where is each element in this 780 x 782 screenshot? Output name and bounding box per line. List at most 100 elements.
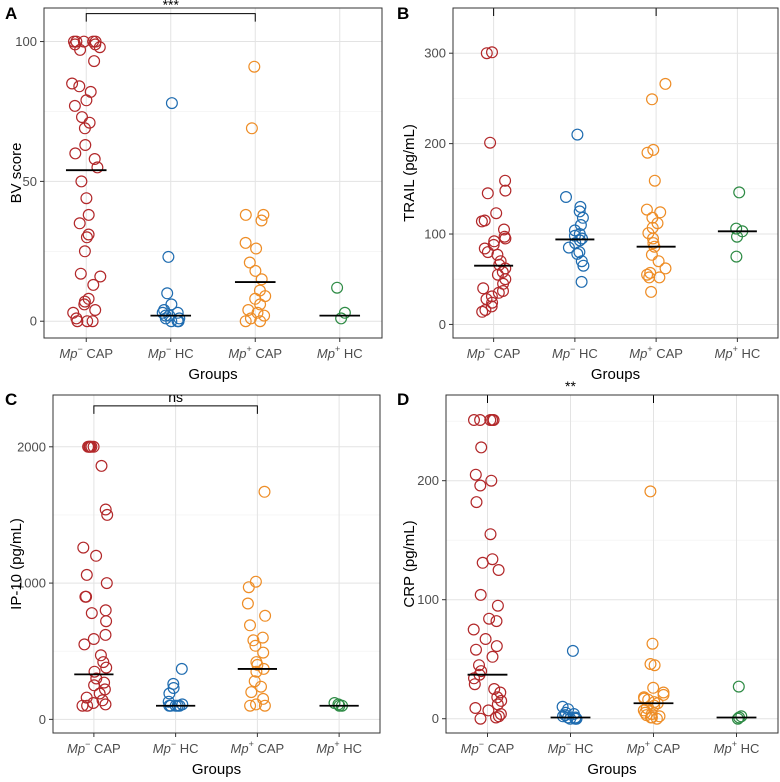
data-point [96, 694, 109, 707]
data-point [467, 623, 480, 636]
data-point [76, 699, 89, 712]
data-point [78, 638, 91, 651]
data-point [88, 153, 101, 166]
data-point [75, 111, 88, 124]
y-tick-label: 1000 [17, 576, 46, 591]
data-point [474, 414, 487, 427]
series-mp-hc [716, 680, 757, 725]
data-point [101, 508, 114, 521]
series-mp-cap [234, 60, 276, 328]
data-point [499, 232, 512, 245]
x-tick-label: Mp− HC [148, 344, 194, 361]
x-tick-label: Mp− CAP [59, 344, 113, 361]
data-point [573, 205, 586, 218]
data-point [90, 672, 103, 685]
y-tick-label: 100 [417, 592, 439, 607]
data-point [492, 286, 505, 299]
y-tick-label: 50 [23, 174, 37, 189]
data-point [486, 296, 499, 309]
data-point [91, 161, 104, 174]
data-point [468, 672, 481, 685]
data-point [648, 659, 661, 672]
data-point [474, 712, 487, 725]
data-point [241, 597, 254, 610]
y-tick-label: 0 [432, 711, 439, 726]
data-point [475, 441, 488, 454]
data-point [485, 290, 498, 303]
data-point [243, 256, 256, 269]
data-point [242, 304, 255, 317]
data-point [646, 637, 659, 650]
data-point [641, 146, 654, 159]
data-point [648, 174, 661, 187]
data-point [95, 459, 108, 472]
data-point [85, 607, 98, 620]
data-point [99, 698, 112, 711]
data-point [156, 306, 169, 319]
plot-border [43, 7, 383, 339]
x-tick-label: Mp+ CAP [231, 739, 285, 756]
data-point [82, 208, 95, 221]
series-mp-hc [550, 644, 591, 725]
data-point [74, 267, 87, 280]
data-point [161, 287, 174, 300]
data-point [488, 235, 501, 248]
data-point [573, 246, 586, 259]
data-point [477, 282, 490, 295]
y-tick-label: 0 [439, 317, 446, 332]
data-point [247, 634, 260, 647]
data-point [731, 712, 744, 725]
data-point [99, 628, 112, 641]
data-point [171, 306, 184, 319]
data-point [481, 187, 494, 200]
data-point [75, 175, 88, 188]
data-point [646, 232, 659, 245]
data-point [71, 315, 84, 328]
series-mp-cap [237, 485, 277, 712]
data-point [495, 694, 508, 707]
y-tick-label: 100 [424, 227, 446, 242]
data-point [650, 712, 663, 725]
data-point [87, 278, 100, 291]
data-point [258, 699, 271, 712]
data-point [490, 615, 503, 628]
data-point [486, 414, 499, 427]
x-axis-title: Groups [192, 761, 241, 778]
data-point [735, 710, 748, 723]
data-point [254, 315, 267, 328]
data-point [478, 242, 491, 255]
data-point [647, 143, 660, 156]
series-mp-hc [319, 281, 361, 325]
x-tick-label: Mp− HC [552, 344, 598, 361]
data-point [468, 414, 481, 427]
series-mp-cap [65, 35, 107, 328]
data-point [645, 285, 658, 298]
data-point [475, 215, 488, 228]
significance-label: * [572, 0, 578, 7]
data-point [81, 315, 94, 328]
data-point [490, 640, 503, 653]
data-point [99, 503, 112, 516]
plot-border [452, 7, 779, 339]
x-axis-title: Groups [591, 366, 640, 383]
data-point [647, 681, 660, 694]
data-point [486, 650, 499, 663]
data-point [576, 211, 589, 224]
data-point [641, 268, 654, 281]
data-point [485, 300, 498, 313]
data-point [78, 122, 91, 135]
data-point [476, 305, 489, 318]
data-point [255, 680, 268, 693]
data-point [69, 147, 82, 160]
data-point [90, 549, 103, 562]
data-point [483, 612, 496, 625]
data-point [88, 55, 101, 68]
data-point [732, 680, 745, 693]
data-point [473, 659, 486, 672]
y-tick-label: 200 [417, 473, 439, 488]
series-mp-cap [74, 440, 114, 712]
data-point [255, 273, 268, 286]
y-tick-label: 2000 [17, 439, 46, 454]
data-point [258, 485, 271, 498]
data-point [490, 207, 503, 220]
